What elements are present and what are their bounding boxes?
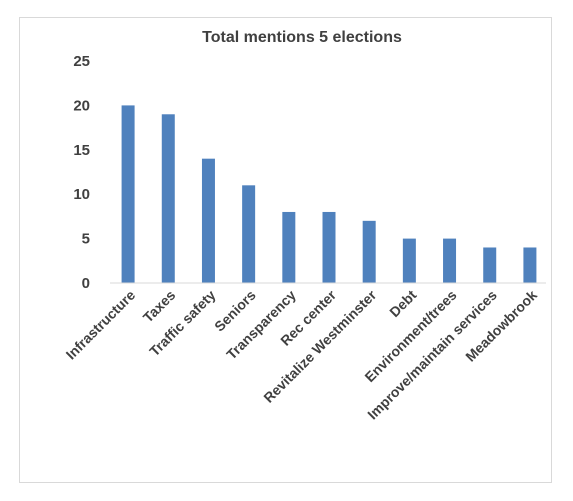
bar [362, 220, 376, 283]
bar [402, 238, 416, 283]
x-tick-label: Debt [386, 287, 420, 321]
bar [242, 185, 256, 283]
y-axis: 0 5 10 15 20 25 [73, 53, 90, 292]
y-tick-label: 20 [73, 97, 90, 114]
x-tick-label: Meadowbrook [462, 287, 540, 365]
bar [523, 247, 537, 283]
chart-title: Total mentions 5 elections [202, 29, 402, 46]
bar [201, 158, 215, 283]
bar [282, 211, 296, 283]
x-tick-label: Taxes [140, 287, 179, 326]
x-tick-label: Transparency [223, 287, 299, 363]
x-tick-label: Infrastructure [63, 287, 139, 363]
bar [161, 114, 175, 283]
y-tick-label: 10 [73, 186, 90, 203]
bar [443, 238, 457, 283]
y-tick-label: 0 [82, 275, 90, 292]
bars [121, 105, 537, 284]
bar [322, 211, 336, 283]
bar [483, 247, 497, 283]
bar [121, 105, 135, 284]
y-tick-label: 5 [82, 231, 90, 248]
y-tick-label: 15 [73, 142, 90, 159]
y-tick-label: 25 [73, 53, 90, 70]
